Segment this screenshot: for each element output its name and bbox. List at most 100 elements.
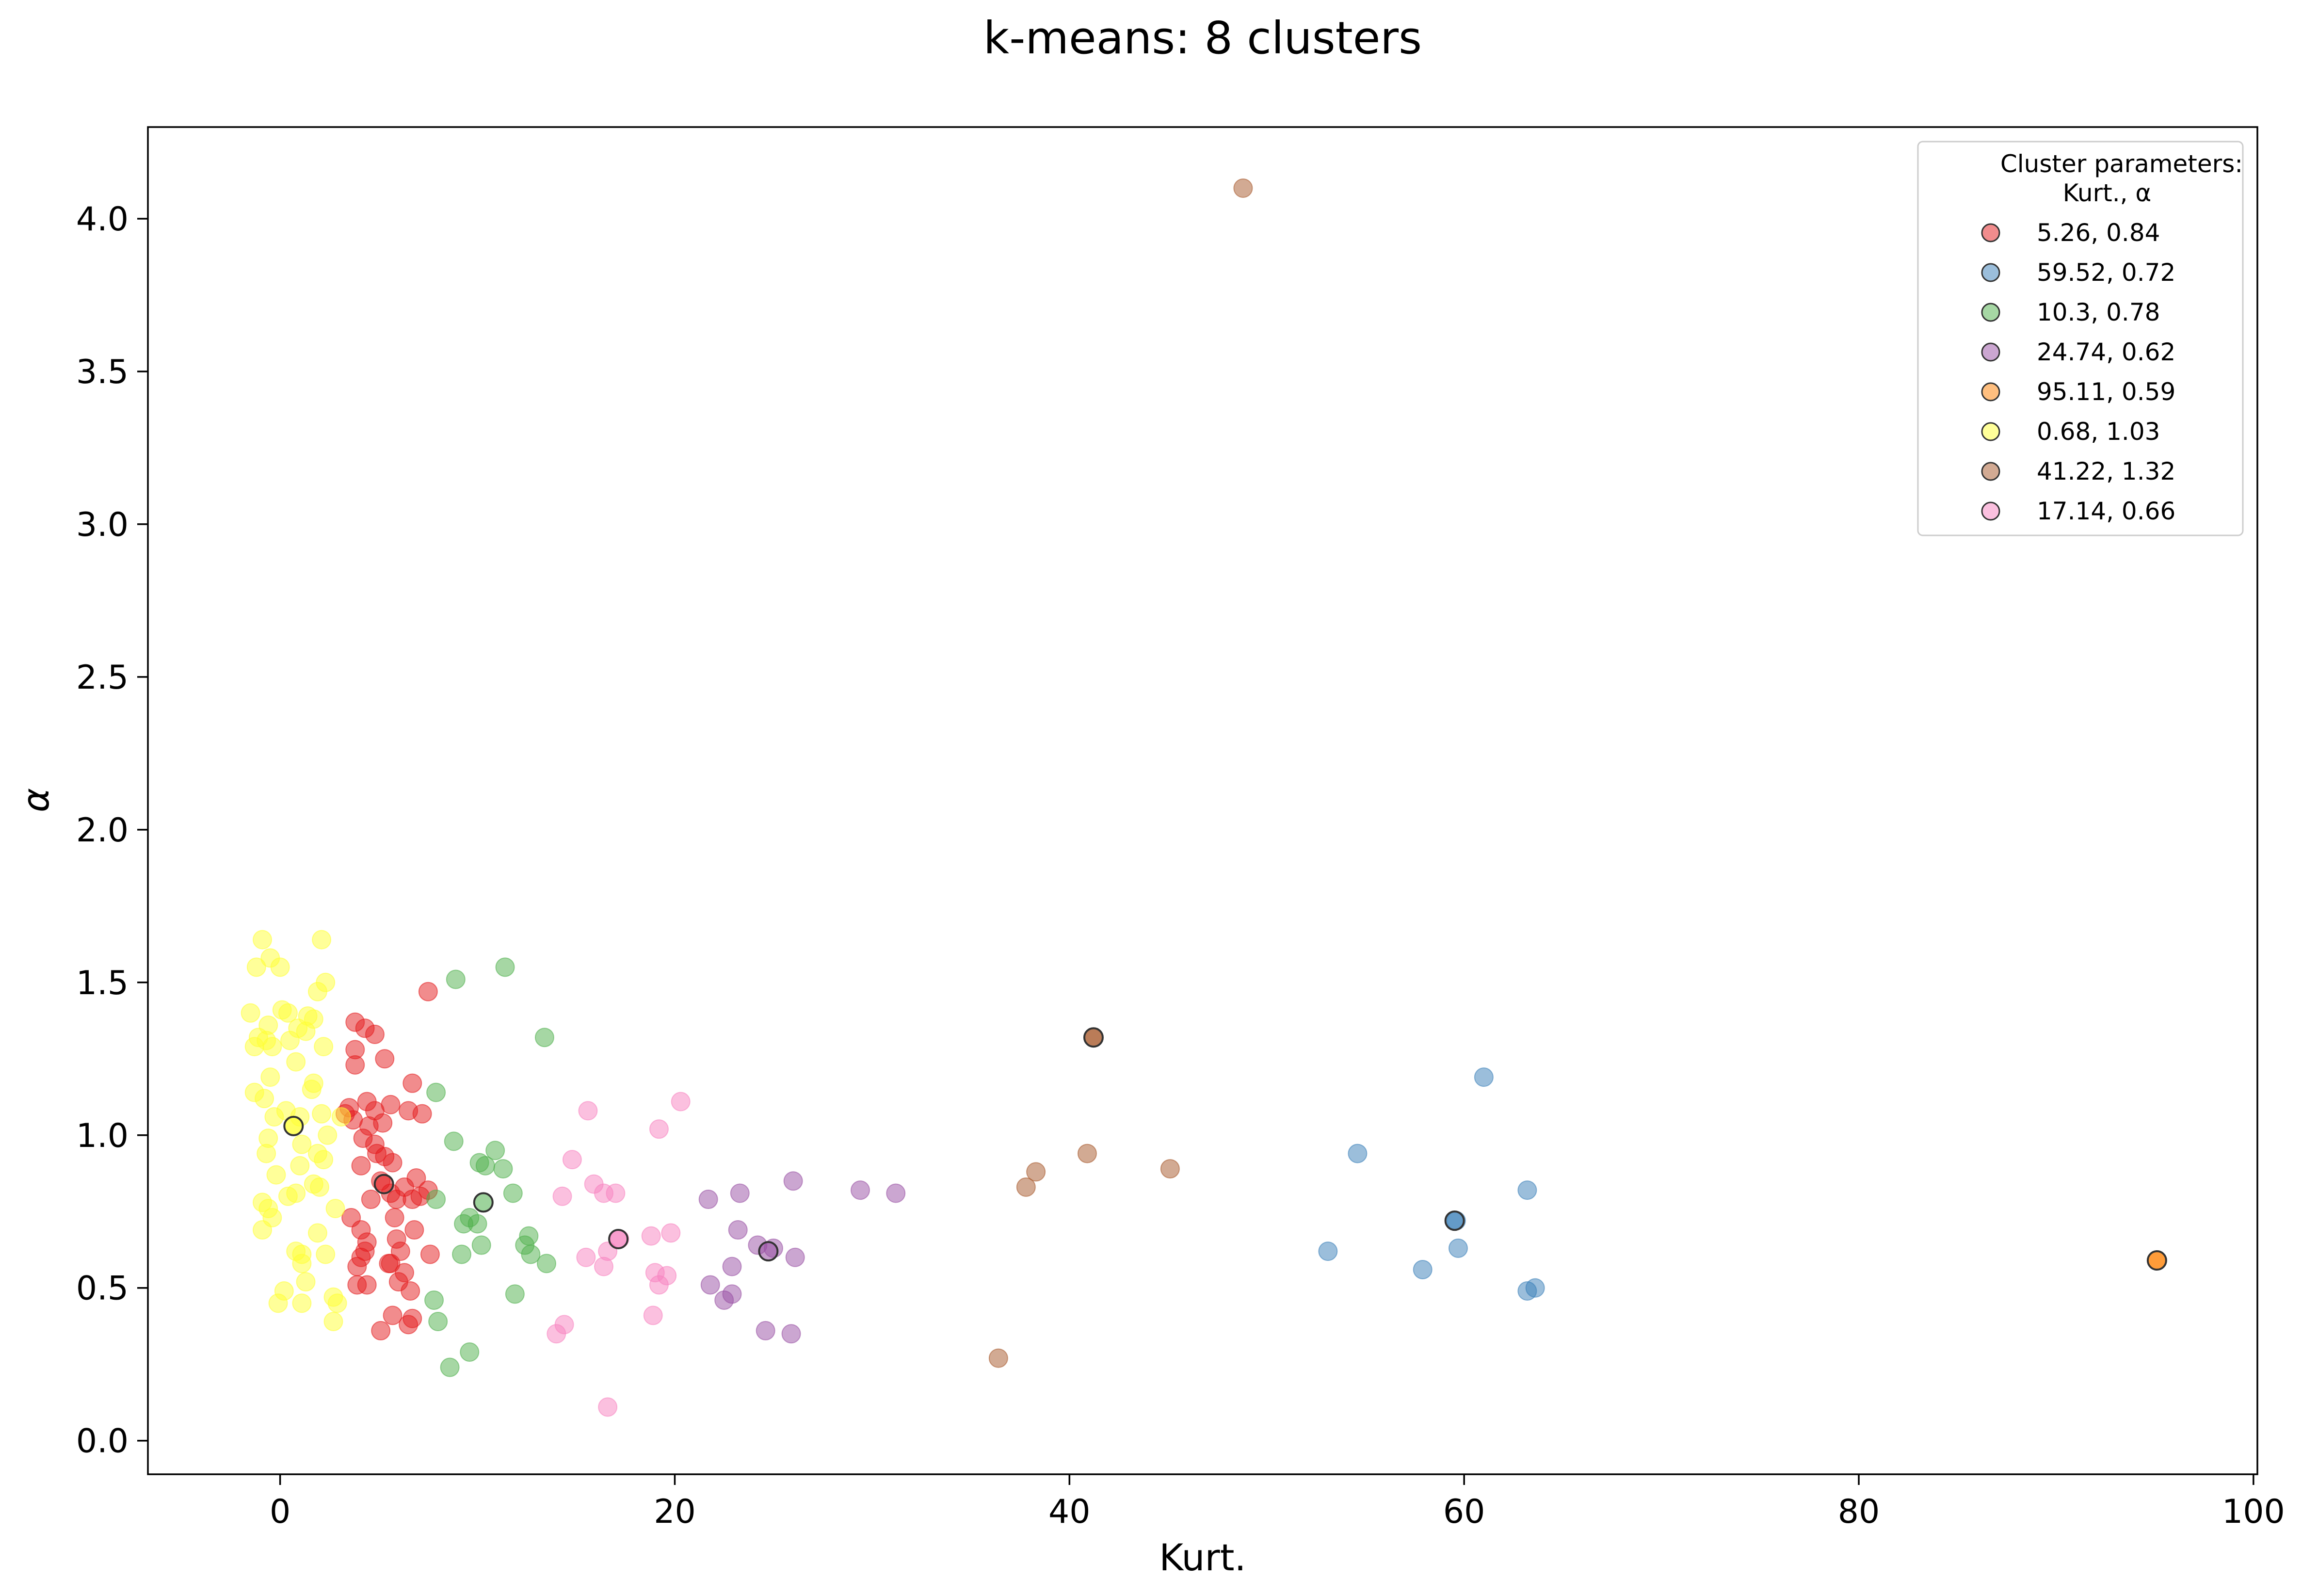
x-tick-label-4: 80	[1838, 1493, 1880, 1531]
data-point-series-0-26	[406, 1168, 426, 1188]
centroid-marker-0	[373, 1174, 394, 1194]
legend-entry-0: 5.26, 0.84	[1981, 219, 2160, 247]
centroid-marker-4	[2146, 1250, 2167, 1271]
data-point-series-5-23	[302, 1080, 322, 1099]
centroid-marker-1	[1444, 1210, 1465, 1231]
data-point-series-3-2	[886, 1183, 906, 1203]
data-point-series-1-1	[1348, 1144, 1368, 1163]
x-axis-label: Kurt.	[1159, 1536, 1246, 1579]
data-point-series-5-17	[280, 1031, 300, 1050]
data-point-series-7-1	[578, 1101, 598, 1121]
y-tick-label-3: 1.5	[76, 964, 129, 1002]
legend-marker-4	[1981, 382, 2000, 402]
data-point-series-7-19	[547, 1324, 566, 1344]
data-point-series-2-9	[503, 1183, 523, 1203]
data-point-series-7-6	[606, 1183, 626, 1203]
data-point-series-0-16	[418, 982, 438, 1001]
data-point-series-5-38	[314, 1150, 334, 1170]
legend-label-4: 95.11, 0.59	[2037, 378, 2175, 406]
data-point-series-5-30	[331, 1107, 351, 1127]
data-point-series-5-9	[278, 1003, 298, 1023]
data-point-series-3-1	[850, 1180, 870, 1200]
data-point-series-2-4	[444, 1131, 464, 1151]
data-point-series-5-60	[268, 1293, 288, 1313]
data-point-series-2-10	[426, 1190, 446, 1209]
y-tick-label-7: 3.5	[76, 353, 129, 391]
legend-box	[1917, 141, 2244, 536]
data-point-series-5-14	[296, 1021, 316, 1041]
legend: Cluster parameters: Kurt., α 5.26, 0.845…	[1917, 141, 2244, 536]
legend-title-line2: Kurt., α	[2063, 179, 2152, 207]
data-point-series-5-6	[307, 982, 327, 1001]
legend-marker-6	[1981, 462, 2000, 481]
y-axis-ticks: 0.0 0.5 1.0 1.5 2.0 2.5 3.0 3.5 4.0	[76, 200, 148, 1461]
legend-label-0: 5.26, 0.84	[2037, 219, 2160, 247]
data-point-series-1-6	[1413, 1259, 1433, 1279]
data-point-series-5-18	[244, 1037, 264, 1057]
data-point-series-1-5	[1448, 1238, 1468, 1258]
data-point-series-5-55	[296, 1272, 316, 1292]
data-point-series-5-44	[286, 1183, 306, 1203]
data-point-series-5-19	[262, 1037, 282, 1057]
data-point-series-0-40	[347, 1257, 367, 1276]
data-point-series-6-2	[1077, 1144, 1097, 1163]
data-point-series-0-54	[371, 1321, 391, 1340]
y-tick-label-4: 2.0	[76, 811, 129, 850]
data-point-series-3-10	[700, 1275, 720, 1295]
data-point-series-7-7	[552, 1186, 572, 1206]
legend-title-line1: Cluster parameters:	[2000, 150, 2243, 178]
data-point-series-0-53	[402, 1308, 422, 1328]
x-axis-ticks: 0 20 40 60 80 100	[270, 1474, 2285, 1531]
data-point-series-0-48	[357, 1275, 377, 1295]
plot-frame	[147, 126, 2258, 1475]
data-point-series-2-8	[493, 1159, 513, 1179]
data-point-series-7-3	[562, 1150, 582, 1170]
data-point-series-5-37	[257, 1144, 276, 1163]
centroids-layer	[283, 1027, 2167, 1271]
data-point-series-5-7	[241, 1003, 260, 1023]
data-point-series-6-5	[1016, 1177, 1036, 1197]
data-point-series-7-17	[643, 1306, 663, 1325]
data-point-series-5-21	[286, 1052, 306, 1072]
centroid-marker-3	[758, 1241, 779, 1262]
points-layer	[241, 178, 2167, 1417]
data-point-series-5-50	[307, 1223, 327, 1243]
data-point-series-5-35	[292, 1134, 312, 1154]
data-point-series-0-23	[351, 1156, 371, 1176]
legend-label-7: 17.14, 0.66	[2037, 497, 2175, 525]
legend-label-5: 0.68, 1.03	[2037, 418, 2160, 446]
data-point-series-2-24	[440, 1357, 460, 1377]
data-point-series-0-46	[420, 1244, 440, 1264]
data-point-series-0-14	[375, 1049, 395, 1069]
legend-marker-5	[1981, 422, 2000, 441]
data-point-series-7-13	[594, 1257, 613, 1276]
legend-marker-2	[1981, 303, 2000, 322]
data-point-series-1-4	[1318, 1241, 1338, 1261]
y-tick-label-8: 4.0	[76, 200, 129, 239]
data-point-series-2-23	[460, 1342, 480, 1362]
data-point-series-0-50	[401, 1281, 420, 1301]
data-point-series-6-6	[988, 1348, 1008, 1368]
legend-entry-1: 59.52, 0.72	[1981, 258, 2175, 287]
legend-marker-7	[1981, 501, 2000, 521]
legend-entries: 5.26, 0.84 59.52, 0.72 10.3, 0.78 24.74, 0.…	[1981, 219, 2175, 525]
legend-entry-3: 24.74, 0.62	[1981, 338, 2175, 366]
data-point-series-5-20	[314, 1037, 334, 1057]
x-tick-label-0: 0	[270, 1493, 290, 1531]
data-point-series-3-14	[781, 1324, 801, 1344]
legend-entry-7: 17.14, 0.66	[1981, 497, 2175, 525]
y-axis-label: α	[14, 788, 57, 812]
legend-label-2: 10.3, 0.78	[2037, 298, 2160, 326]
data-point-series-1-8	[1525, 1278, 1545, 1298]
legend-entry-2: 10.3, 0.78	[1981, 298, 2160, 326]
data-point-series-7-16	[649, 1275, 669, 1295]
legend-marker-3	[1981, 342, 2000, 362]
data-point-series-7-12	[576, 1247, 596, 1267]
data-point-series-6-0	[1233, 178, 1253, 198]
data-point-series-5-42	[310, 1177, 330, 1197]
centroid-marker-6	[1083, 1027, 1104, 1048]
centroid-marker-2	[473, 1192, 494, 1213]
data-point-series-5-25	[255, 1089, 274, 1109]
data-point-series-2-0	[495, 957, 515, 977]
data-point-series-2-5	[485, 1141, 505, 1161]
